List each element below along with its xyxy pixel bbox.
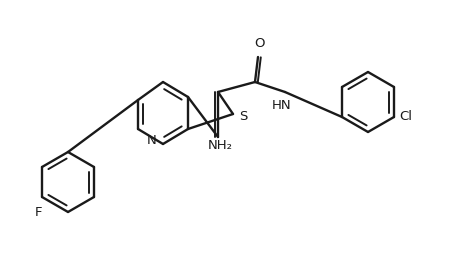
Text: HN: HN	[272, 99, 292, 112]
Text: O: O	[254, 37, 264, 50]
Text: F: F	[34, 206, 42, 218]
Text: NH₂: NH₂	[207, 139, 232, 152]
Text: N: N	[147, 133, 157, 146]
Text: Cl: Cl	[399, 109, 412, 123]
Text: S: S	[239, 109, 248, 123]
